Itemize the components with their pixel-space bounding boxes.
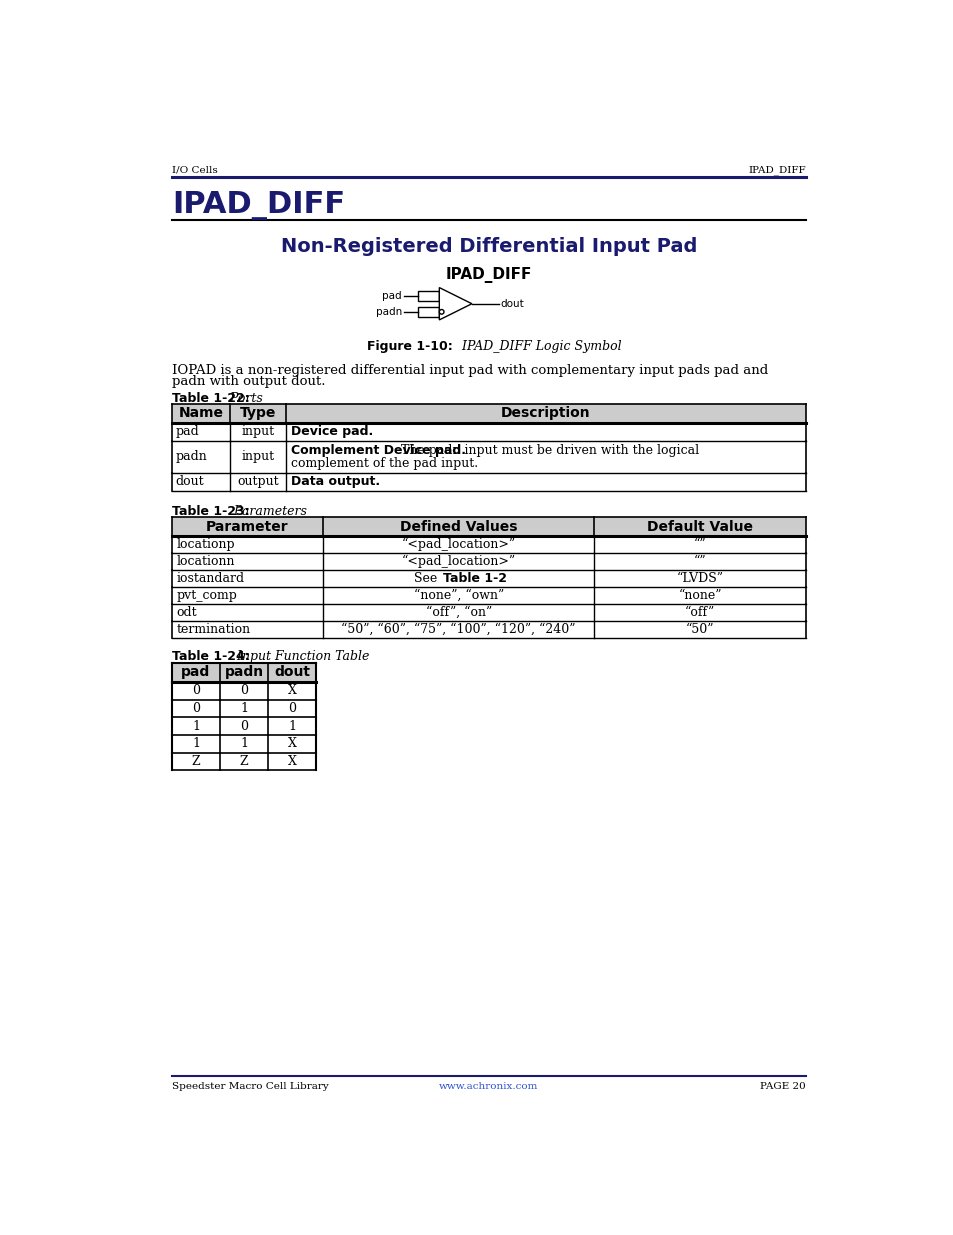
Text: padn: padn [375,306,402,317]
Text: iostandard: iostandard [176,572,245,585]
Text: input: input [241,425,274,438]
Bar [172,517,805,536]
Text: 1: 1 [240,701,248,715]
Text: “”: “” [693,556,705,568]
Text: padn with output dout.: padn with output dout. [172,375,325,388]
Text: The padn input must be driven with the logical: The padn input must be driven with the l… [397,443,699,457]
Text: Table 1-22:: Table 1-22: [172,391,250,405]
Text: Input Function Table: Input Function Table [229,651,369,663]
Text: Figure 1-10:: Figure 1-10: [366,341,452,353]
Text: 0: 0 [192,684,200,698]
Text: 1: 1 [192,720,200,732]
Text: “none”: “none” [678,589,721,603]
Text: padn: padn [224,666,263,679]
Text: See: See [414,572,441,585]
Text: X: X [288,737,296,751]
Text: I/O Cells: I/O Cells [172,165,217,174]
Text: complement of the pad input.: complement of the pad input. [291,457,477,471]
Text: Speedster Macro Cell Library: Speedster Macro Cell Library [172,1082,329,1092]
Text: odt: odt [176,606,197,619]
Text: dout: dout [274,666,310,679]
Text: Defined Values: Defined Values [399,520,517,534]
Text: 0: 0 [192,701,200,715]
Text: locationn: locationn [176,556,234,568]
Bar [172,404,805,424]
Bar [417,290,439,300]
Text: X: X [288,684,296,698]
Text: 0: 0 [240,720,248,732]
Text: IPAD_DIFF Logic Symbol: IPAD_DIFF Logic Symbol [454,341,621,353]
Text: Ports: Ports [222,391,263,405]
Text: IPAD_DIFF: IPAD_DIFF [445,267,532,283]
Text: Default Value: Default Value [646,520,752,534]
Text: locationp: locationp [176,538,235,551]
Text: pad: pad [382,290,402,300]
Text: Type: Type [239,406,275,420]
Bar [172,662,315,682]
Text: Table 1-2: Table 1-2 [443,572,507,585]
Text: X: X [288,755,296,768]
Text: IPAD_DIFF: IPAD_DIFF [747,165,805,174]
Text: “”: “” [693,538,705,551]
Text: padn: padn [175,451,208,463]
Text: IPAD_DIFF: IPAD_DIFF [172,191,345,221]
Text: Name: Name [178,406,223,420]
Text: output: output [237,475,278,489]
Text: “off”: “off” [684,606,715,619]
Text: “none”, “own”: “none”, “own” [414,589,503,603]
Text: input: input [241,451,274,463]
Text: 1: 1 [240,737,248,751]
Circle shape [439,310,443,314]
Text: “50”: “50” [685,622,714,636]
Text: Parameters: Parameters [226,505,307,517]
Text: pad: pad [181,666,211,679]
Text: Z: Z [239,755,248,768]
Text: dout: dout [500,299,524,309]
Text: Table 1-23:: Table 1-23: [172,505,250,517]
Text: 0: 0 [240,684,248,698]
Text: Data output.: Data output. [291,475,379,489]
Text: “<pad_location>”: “<pad_location>” [401,538,516,551]
Text: Description: Description [500,406,590,420]
Text: Table 1-24:: Table 1-24: [172,651,250,663]
Bar [417,306,439,317]
Text: pvt_comp: pvt_comp [176,589,237,603]
Text: Complement Device pad.: Complement Device pad. [291,443,465,457]
Text: 1: 1 [192,737,200,751]
Text: 0: 0 [288,701,295,715]
Text: termination: termination [176,622,251,636]
Text: www.achronix.com: www.achronix.com [438,1082,538,1092]
Text: PAGE 20: PAGE 20 [760,1082,805,1092]
Text: Device pad.: Device pad. [291,425,373,438]
Text: “50”, “60”, “75”, “100”, “120”, “240”: “50”, “60”, “75”, “100”, “120”, “240” [341,622,576,636]
Text: Parameter: Parameter [206,520,289,534]
Text: dout: dout [175,475,204,489]
Text: “off”, “on”: “off”, “on” [425,606,492,619]
Text: 1: 1 [288,720,295,732]
Text: “<pad_location>”: “<pad_location>” [401,555,516,568]
Polygon shape [439,288,472,320]
Text: “LVDS”: “LVDS” [676,572,723,585]
Text: Z: Z [192,755,200,768]
Text: Non-Registered Differential Input Pad: Non-Registered Differential Input Pad [280,237,697,256]
Text: IOPAD is a non-registered differential input pad with complementary input pads p: IOPAD is a non-registered differential i… [172,364,767,377]
Text: pad: pad [175,425,199,438]
